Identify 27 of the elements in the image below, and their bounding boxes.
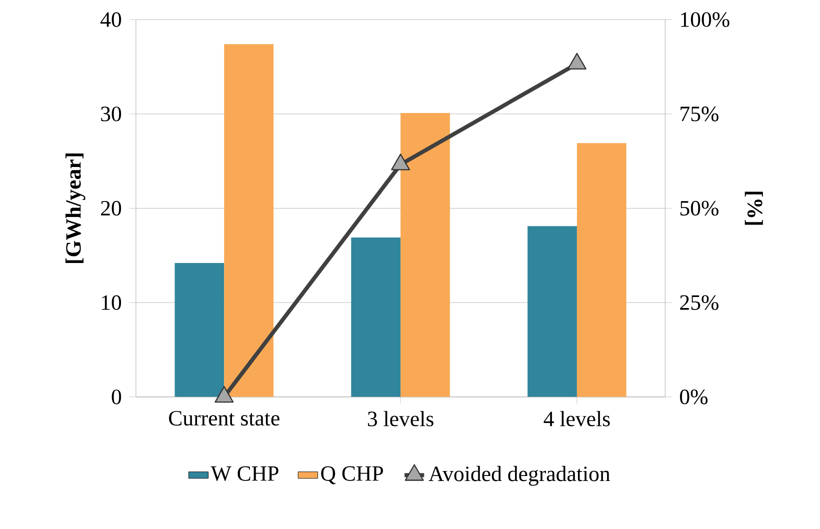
bar <box>351 237 401 397</box>
point <box>567 52 586 70</box>
legend-label: W CHP <box>210 466 278 481</box>
y-tick-label: 20 <box>101 200 122 216</box>
y2-tick-label: 100% <box>681 12 730 27</box>
bar <box>174 262 224 397</box>
point <box>214 386 234 403</box>
bar <box>224 44 274 397</box>
bar <box>400 112 450 397</box>
y-axis-title: [GWh/year] <box>65 153 86 263</box>
x-tick-label: Current state <box>169 410 280 426</box>
y-tick-label: 0 <box>112 389 122 404</box>
legend-label: Q CHP <box>321 466 383 484</box>
bar <box>576 143 626 397</box>
x-tick-label: 3 levels <box>368 410 434 426</box>
y2-tick-label: 0% <box>680 389 708 404</box>
legend-label: Avoided degradation <box>428 466 610 486</box>
y2-tick-label: 75% <box>680 106 718 122</box>
y-tick-label: 10 <box>102 295 122 310</box>
y-tick-label: 30 <box>101 106 122 122</box>
y2-tick-label: 25% <box>680 295 718 310</box>
y2-tick-label: 50% <box>680 200 718 216</box>
point <box>391 153 410 170</box>
y2-axis-title: [%] <box>744 192 763 225</box>
bar <box>528 226 577 397</box>
y-tick-label: 40 <box>100 12 122 27</box>
x-tick-label: 4 levels <box>544 410 610 426</box>
